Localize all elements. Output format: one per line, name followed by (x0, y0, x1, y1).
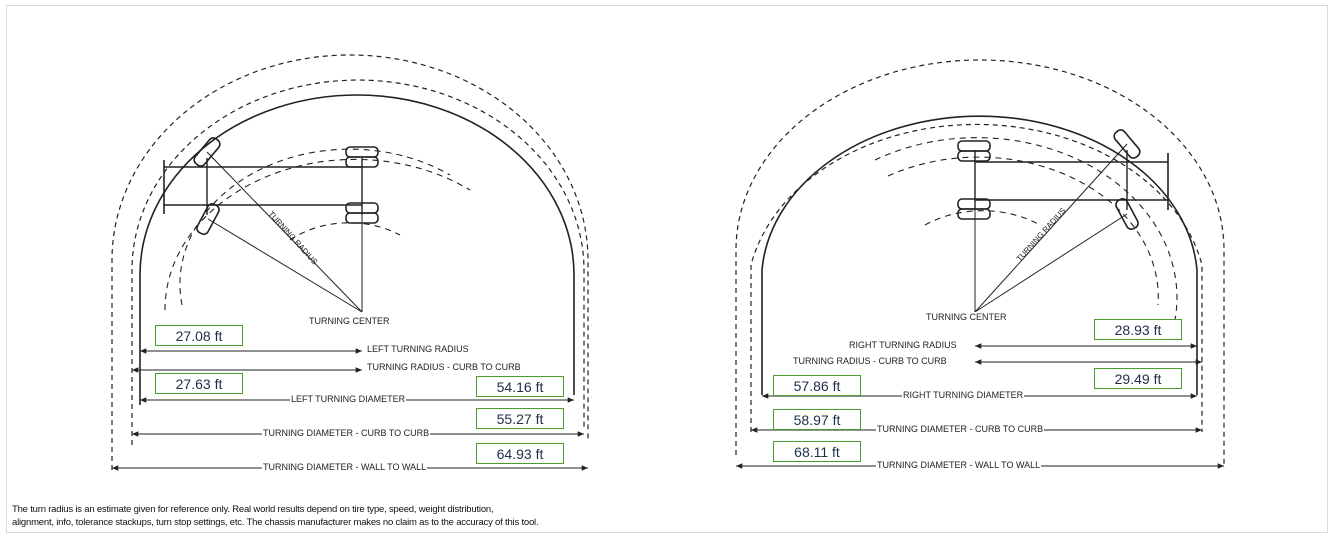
right-inner-arc-3 (925, 211, 1040, 225)
right-turning-diameter-value: 57.86 ft (773, 375, 861, 396)
right-rear-wheel-top (958, 141, 990, 151)
right-diameter-wall-value: 68.11 ft (773, 441, 861, 462)
right-turning-radius-label: RIGHT TURNING RADIUS (848, 340, 958, 351)
left-rear-wheel-top (346, 147, 378, 157)
left-radius-arc (140, 95, 574, 405)
right-turning-center-label: TURNING CENTER (925, 312, 1008, 323)
disclaimer-line-1: The turn radius is an estimate given for… (12, 503, 772, 516)
left-turning-diameter-value: 54.16 ft (476, 376, 564, 397)
left-radius-curb-label: TURNING RADIUS - CURB TO CURB (366, 362, 522, 373)
right-diameter-curb-label: TURNING DIAMETER - CURB TO CURB (876, 424, 1044, 435)
left-inner-arc-1 (165, 159, 470, 310)
left-diameter-curb-label: TURNING DIAMETER - CURB TO CURB (262, 428, 430, 439)
left-turning-radius-rot-label: TURNING RADIUS (267, 209, 320, 266)
disclaimer-text: The turn radius is an estimate given for… (12, 503, 772, 529)
right-turning-radius-rot-label: TURNING RADIUS (1015, 206, 1068, 263)
right-wall-arc (736, 60, 1224, 468)
left-diameter-wall-value: 64.93 ft (476, 443, 564, 464)
left-turning-radius-value: 27.08 ft (155, 325, 243, 346)
right-radius-curb-value: 29.49 ft (1094, 368, 1182, 389)
right-turning-radius-value: 28.93 ft (1094, 319, 1182, 340)
right-rear-wheel-top2 (958, 151, 990, 161)
left-diameter-curb-value: 55.27 ft (476, 408, 564, 429)
right-turning-diameter-label: RIGHT TURNING DIAMETER (902, 390, 1024, 401)
right-diameter-curb-value: 58.97 ft (773, 409, 861, 430)
left-radius-curb-value: 27.63 ft (155, 373, 243, 394)
left-turning-center-label: TURNING CENTER (308, 316, 391, 327)
left-diameter-wall-label: TURNING DIAMETER - WALL TO WALL (262, 462, 427, 473)
left-turning-radius-label: LEFT TURNING RADIUS (366, 344, 470, 355)
right-rear-wheel-bottom2 (958, 209, 990, 219)
right-inner-arc-2 (888, 157, 1158, 305)
right-diameter-wall-label: TURNING DIAMETER - WALL TO WALL (876, 460, 1041, 471)
disclaimer-line-2: alignment, info, tolerance stackups, tur… (12, 516, 772, 529)
right-turn-diagram (736, 60, 1224, 468)
left-inner-arc-3 (290, 223, 400, 240)
right-radius-curb-label: TURNING RADIUS - CURB TO CURB (792, 356, 948, 367)
left-turning-diameter-label: LEFT TURNING DIAMETER (290, 394, 406, 405)
